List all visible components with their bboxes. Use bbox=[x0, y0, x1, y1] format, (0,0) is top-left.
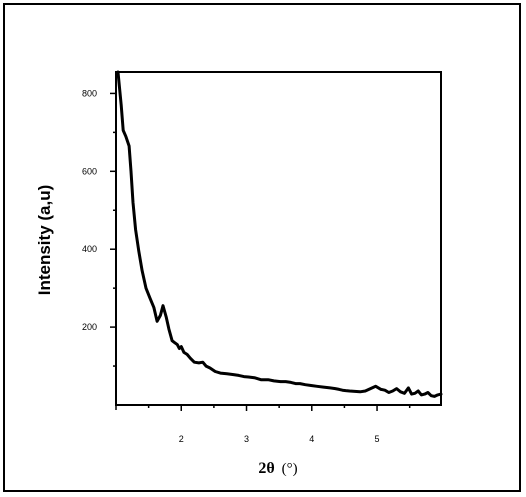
plot-area bbox=[115, 71, 442, 406]
x-axis-label-unit: (°) bbox=[282, 461, 298, 477]
axis-ticks bbox=[110, 92, 411, 411]
x-tick-label: 2 bbox=[179, 434, 184, 444]
x-axis-label-main: 2θ bbox=[258, 460, 274, 477]
series-line bbox=[116, 70, 443, 398]
y-tick-label: 800 bbox=[82, 88, 97, 98]
figure-frame bbox=[3, 3, 521, 492]
x-tick-label: 5 bbox=[375, 434, 380, 444]
y-tick-label: 600 bbox=[82, 166, 97, 176]
x-tick-label: 4 bbox=[309, 434, 314, 444]
x-tick-label: 3 bbox=[244, 434, 249, 444]
y-axis-label: Intensity (a,u) bbox=[35, 185, 54, 296]
y-tick-label: 400 bbox=[82, 244, 97, 254]
y-tick-label: 200 bbox=[82, 322, 97, 332]
axis-tick-labels: 2 3 4 5 200 400 600 800 bbox=[82, 88, 380, 444]
x-axis-label: 2θ (°) bbox=[258, 460, 297, 477]
